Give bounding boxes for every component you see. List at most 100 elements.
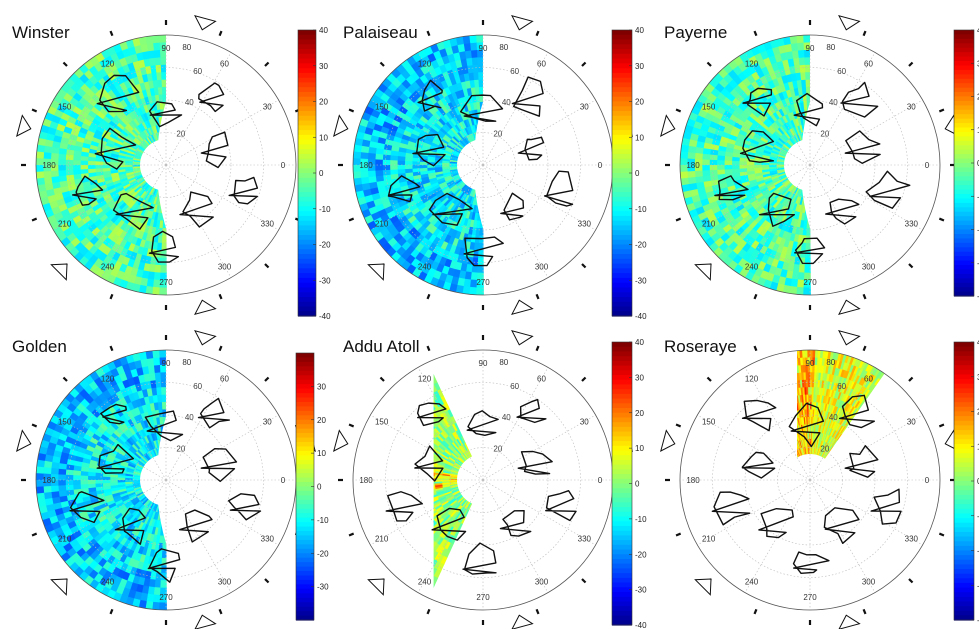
colorbar-tick-label: -20 <box>635 241 647 250</box>
outline-shapes <box>385 398 577 575</box>
triangle-marker <box>16 429 32 452</box>
angle-tick-label: 180 <box>686 476 700 485</box>
outer-ring <box>679 34 941 296</box>
triangle-marker <box>50 578 68 596</box>
triangle-marker <box>838 15 861 31</box>
radial-tick-label: 40 <box>829 413 838 422</box>
outline-shapes <box>714 81 911 265</box>
angle-tick-label: 240 <box>101 577 115 586</box>
angle-tick-label: 150 <box>702 418 716 427</box>
colorbar-tick-label: -10 <box>977 192 979 201</box>
triangle-marker <box>367 263 385 281</box>
colorbar-tick-label: 20 <box>319 98 328 107</box>
colorbar-tick-label: -30 <box>317 583 329 592</box>
angle-tick-label: 270 <box>159 593 173 602</box>
colorbar-tick-label: -10 <box>635 205 647 214</box>
angle-tick-label: 90 <box>479 44 488 53</box>
colorbar-tick-label: -10 <box>319 205 331 214</box>
triangle-marker <box>50 263 68 281</box>
colorbar-tick-label: 20 <box>977 93 979 102</box>
triangle-marker <box>511 299 534 315</box>
outer-markers <box>333 15 633 315</box>
colorbar-tick-label: -40 <box>977 292 979 301</box>
colorbar-tick-label: -20 <box>319 241 331 250</box>
angle-tick-label: 210 <box>702 535 716 544</box>
angle-tick-label: 270 <box>803 278 817 287</box>
angle-tick-label: 0 <box>925 161 930 170</box>
angle-tick-label: 180 <box>42 476 56 485</box>
angle-tick-label: 120 <box>101 60 115 69</box>
triangle-marker <box>838 330 861 346</box>
angle-tick-label: 240 <box>745 577 759 586</box>
angle-tick-label: 90 <box>162 44 171 53</box>
radial-tick-label: 60 <box>193 67 202 76</box>
colorbar-tick-label: -10 <box>317 516 329 525</box>
angle-tick-label: 210 <box>702 220 716 229</box>
polar-grid <box>36 35 296 295</box>
colorbar-tick-label: 0 <box>977 477 979 486</box>
colorbar-tick-label: 0 <box>635 169 640 178</box>
colorbar: -40 -30 -20 -10 0 10 20 30 40 <box>297 26 331 321</box>
angle-tick-label: 180 <box>359 476 373 485</box>
triangle-marker <box>511 15 534 31</box>
angle-tick-label: 240 <box>745 262 759 271</box>
angle-tick-label: 30 <box>580 103 589 112</box>
colorbar-tick-label: 0 <box>317 483 322 492</box>
triangle-marker <box>333 429 349 452</box>
colorbar: -40 -30 -20 -10 0 10 20 30 40 <box>953 26 979 301</box>
angle-tick-label: 150 <box>58 418 72 427</box>
angle-tick-label: 330 <box>578 535 592 544</box>
colorbar-tick-label: 20 <box>977 408 979 417</box>
radial-tick-label: 60 <box>510 67 519 76</box>
colorbar: -40 -30 -20 -10 0 10 20 30 40 <box>953 338 979 625</box>
triangle-marker <box>838 299 861 315</box>
angle-tick-label: 90 <box>806 44 815 53</box>
angle-tick-label: 270 <box>159 278 173 287</box>
angle-tick-label: 330 <box>905 220 919 229</box>
colorbar-tick-label: 30 <box>977 373 979 382</box>
colorbar-tick-label: 0 <box>319 169 324 178</box>
colorbar-tick-label: 40 <box>635 26 644 35</box>
colorbar-tick-label: 20 <box>635 409 644 418</box>
angle-tick-label: 240 <box>101 262 115 271</box>
outer-markers <box>16 15 316 315</box>
radial-tick-label: 60 <box>193 382 202 391</box>
triangle-marker <box>194 614 217 629</box>
colorbar-tick-label: -10 <box>635 515 647 524</box>
colorbar-tick-label: -10 <box>977 512 979 521</box>
angle-tick-label: 270 <box>476 278 490 287</box>
angle-tick-label: 210 <box>58 220 72 229</box>
angle-tick-label: 300 <box>218 262 232 271</box>
angle-tick-label: 80 <box>826 43 835 52</box>
triangle-marker <box>660 429 676 452</box>
angle-tick-label: 330 <box>905 535 919 544</box>
triangle-marker <box>694 578 712 596</box>
triangle-marker <box>333 114 349 137</box>
triangle-marker <box>194 299 217 315</box>
angle-tick-label: 270 <box>476 593 490 602</box>
polar-grid <box>353 35 613 295</box>
colorbar-tick-label: 30 <box>635 373 644 382</box>
angle-tick-label: 210 <box>375 535 389 544</box>
polar-grid <box>353 350 613 610</box>
angle-tick-label: 210 <box>375 220 389 229</box>
angle-tick-label: 90 <box>806 359 815 368</box>
angle-tick-label: 30 <box>907 418 916 427</box>
angle-tick-label: 60 <box>864 60 873 69</box>
colorbar-tick-label: 10 <box>977 442 979 451</box>
radial-tick-label: 20 <box>493 130 502 139</box>
angle-tick-label: 0 <box>281 476 286 485</box>
site-title: Winster <box>12 23 70 42</box>
colorbar-tick-label: 30 <box>319 62 328 71</box>
colorbar-tick-label: 20 <box>635 98 644 107</box>
colorbar-tick-label: 0 <box>635 480 640 489</box>
colorbar-tick-label: 10 <box>635 133 644 142</box>
outer-ring <box>679 349 941 611</box>
colorbar-tick-label: -20 <box>977 226 979 235</box>
angle-tick-label: 0 <box>598 476 603 485</box>
